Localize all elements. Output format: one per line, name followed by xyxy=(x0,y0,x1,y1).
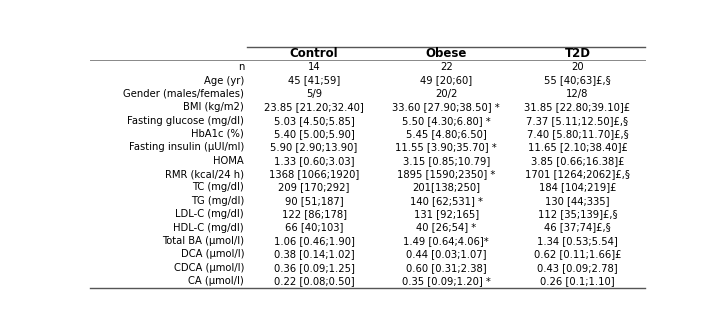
Text: 55 [40;63]£,§: 55 [40;63]£,§ xyxy=(544,75,611,86)
Text: 0.22 [0.08;0.50]: 0.22 [0.08;0.50] xyxy=(274,276,354,286)
Text: 12/8: 12/8 xyxy=(566,89,589,99)
Text: BMI (kg/m2): BMI (kg/m2) xyxy=(184,102,244,112)
Text: 90 [51;187]: 90 [51;187] xyxy=(285,196,343,206)
Text: 5.90 [2.90;13.90]: 5.90 [2.90;13.90] xyxy=(270,142,358,152)
Text: TC (mg/dl): TC (mg/dl) xyxy=(192,183,244,192)
Text: 201[138;250]: 201[138;250] xyxy=(412,183,480,192)
Text: CA (μmol/l): CA (μmol/l) xyxy=(189,276,244,286)
Text: 140 [62;531] *: 140 [62;531] * xyxy=(410,196,483,206)
Text: 3.85 [0.66;16.38]£: 3.85 [0.66;16.38]£ xyxy=(531,156,625,166)
Text: 130 [44;335]: 130 [44;335] xyxy=(545,196,609,206)
Text: Fasting insulin (μUI/ml): Fasting insulin (μUI/ml) xyxy=(129,142,244,152)
Text: 7.40 [5.80;11.70]£,§: 7.40 [5.80;11.70]£,§ xyxy=(526,129,628,139)
Text: 5.03 [4.50;5.85]: 5.03 [4.50;5.85] xyxy=(274,115,354,126)
Text: 1368 [1066;1920]: 1368 [1066;1920] xyxy=(269,169,359,179)
Text: 11.65 [2.10;38.40]£: 11.65 [2.10;38.40]£ xyxy=(528,142,627,152)
Text: Control: Control xyxy=(290,47,338,60)
Text: RMR (kcal/24 h): RMR (kcal/24 h) xyxy=(165,169,244,179)
Text: 1.49 [0.64;4.06]*: 1.49 [0.64;4.06]* xyxy=(404,236,489,246)
Text: 122 [86;178]: 122 [86;178] xyxy=(282,209,346,219)
Text: Age (yr): Age (yr) xyxy=(204,75,244,86)
Text: 66 [40;103]: 66 [40;103] xyxy=(285,223,343,233)
Text: 0.62 [0.11;1.66]£: 0.62 [0.11;1.66]£ xyxy=(533,249,621,259)
Text: 23.85 [21.20;32.40]: 23.85 [21.20;32.40] xyxy=(265,102,364,112)
Text: Gender (males/females): Gender (males/females) xyxy=(123,89,244,99)
Text: Fasting glucose (mg/dl): Fasting glucose (mg/dl) xyxy=(127,115,244,126)
Text: 0.60 [0.31;2.38]: 0.60 [0.31;2.38] xyxy=(406,263,487,273)
Text: n: n xyxy=(238,62,244,72)
Text: 5.45 [4.80;6.50]: 5.45 [4.80;6.50] xyxy=(406,129,487,139)
Text: 0.35 [0.09;1.20] *: 0.35 [0.09;1.20] * xyxy=(402,276,491,286)
Text: 22: 22 xyxy=(440,62,452,72)
Text: 112 [35;139]£,§: 112 [35;139]£,§ xyxy=(538,209,617,219)
Text: 5.50 [4.30;6.80] *: 5.50 [4.30;6.80] * xyxy=(402,115,490,126)
Text: 0.44 [0.03;1.07]: 0.44 [0.03;1.07] xyxy=(406,249,487,259)
Text: Total BA (μmol/l): Total BA (μmol/l) xyxy=(162,236,244,246)
Text: LDL-C (mg/dl): LDL-C (mg/dl) xyxy=(176,209,244,219)
Text: 31.85 [22.80;39.10]£: 31.85 [22.80;39.10]£ xyxy=(524,102,630,112)
Text: 40 [26;54] *: 40 [26;54] * xyxy=(417,223,477,233)
Text: 46 [37;74]£,§: 46 [37;74]£,§ xyxy=(544,223,611,233)
Text: 131 [92;165]: 131 [92;165] xyxy=(414,209,479,219)
Text: HOMA: HOMA xyxy=(214,156,244,166)
Text: 33.60 [27.90;38.50] *: 33.60 [27.90;38.50] * xyxy=(392,102,500,112)
Text: T2D: T2D xyxy=(564,47,591,60)
Text: 0.38 [0.14;1.02]: 0.38 [0.14;1.02] xyxy=(274,249,354,259)
Text: 45 [41;59]: 45 [41;59] xyxy=(288,75,341,86)
Text: 0.36 [0.09;1.25]: 0.36 [0.09;1.25] xyxy=(274,263,354,273)
Text: TG (mg/dl): TG (mg/dl) xyxy=(191,196,244,206)
Text: 0.26 [0.1;1.10]: 0.26 [0.1;1.10] xyxy=(540,276,614,286)
Text: 49 [20;60]: 49 [20;60] xyxy=(420,75,473,86)
Text: HDL-C (mg/dl): HDL-C (mg/dl) xyxy=(174,223,244,233)
Text: 20: 20 xyxy=(571,62,584,72)
Text: 1.06 [0.46;1.90]: 1.06 [0.46;1.90] xyxy=(274,236,354,246)
Text: Obese: Obese xyxy=(426,47,467,60)
Text: 20/2: 20/2 xyxy=(435,89,457,99)
Text: CDCA (μmol/l): CDCA (μmol/l) xyxy=(174,263,244,273)
Text: 1895 [1590;2350] *: 1895 [1590;2350] * xyxy=(397,169,495,179)
Text: 11.55 [3.90;35.70] *: 11.55 [3.90;35.70] * xyxy=(396,142,498,152)
Text: 5/9: 5/9 xyxy=(306,89,322,99)
Text: 209 [170;292]: 209 [170;292] xyxy=(278,183,350,192)
Text: 0.43 [0.09;2.78]: 0.43 [0.09;2.78] xyxy=(537,263,618,273)
Text: 3.15 [0.85;10.79]: 3.15 [0.85;10.79] xyxy=(403,156,490,166)
Text: HbA1c (%): HbA1c (%) xyxy=(191,129,244,139)
Text: 7.37 [5.11;12.50]£,§: 7.37 [5.11;12.50]£,§ xyxy=(526,115,629,126)
Text: 1701 [1264;2062]£,§: 1701 [1264;2062]£,§ xyxy=(525,169,630,179)
Text: 5.40 [5.00;5.90]: 5.40 [5.00;5.90] xyxy=(274,129,354,139)
Text: 14: 14 xyxy=(308,62,320,72)
Text: 1.34 [0.53;5.54]: 1.34 [0.53;5.54] xyxy=(537,236,618,246)
Text: DCA (μmol/l): DCA (μmol/l) xyxy=(181,249,244,259)
Text: 1.33 [0.60;3.03]: 1.33 [0.60;3.03] xyxy=(274,156,354,166)
Text: 184 [104;219]£: 184 [104;219]£ xyxy=(538,183,616,192)
